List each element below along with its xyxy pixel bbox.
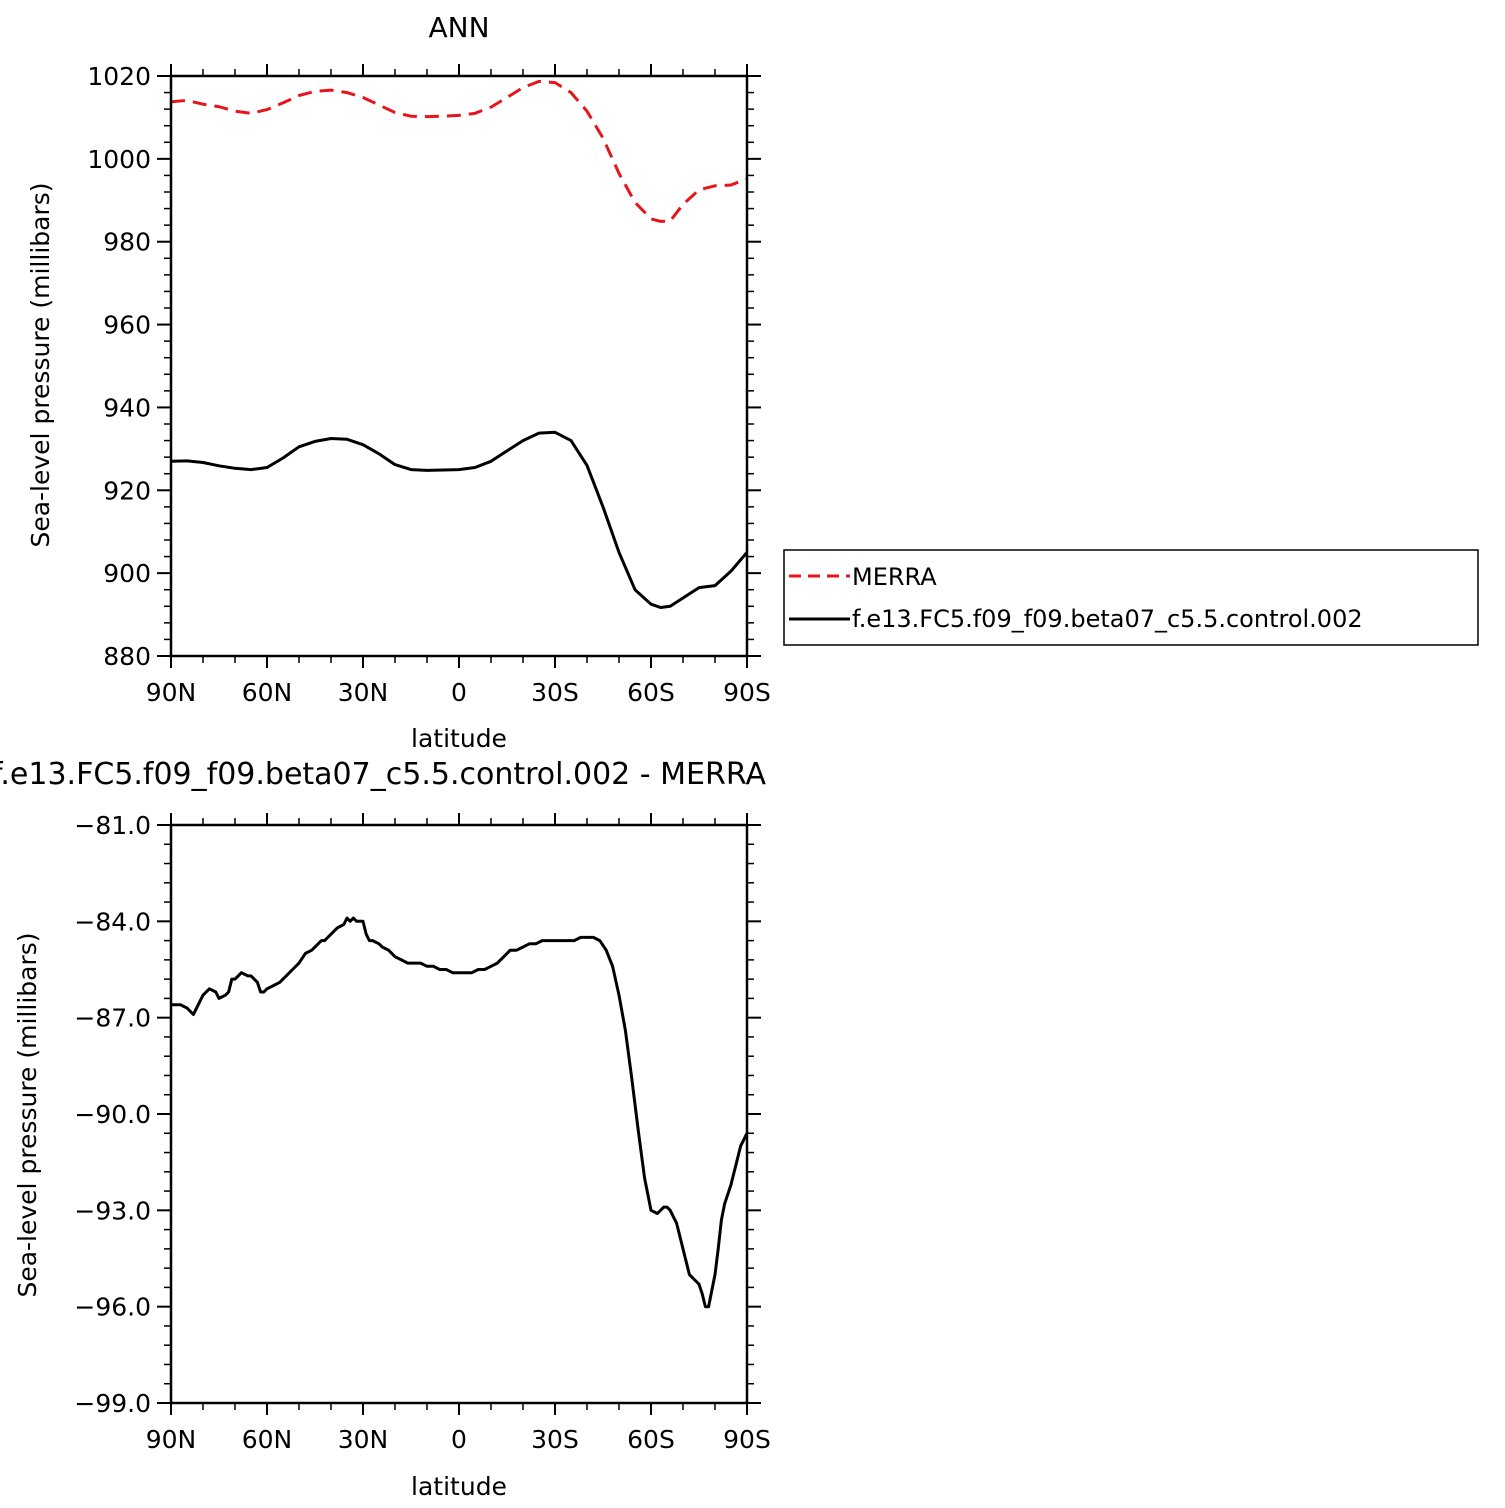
y-tick-label: −87.0 xyxy=(74,1004,151,1033)
x-tick-label: 60S xyxy=(627,1425,675,1454)
top-panel-x-axis-label: latitude xyxy=(411,724,507,753)
y-tick-label: −84.0 xyxy=(74,907,151,936)
bottom-panel-y-axis-label: Sea-level pressure (millibars) xyxy=(13,932,42,1297)
top-panel-title: ANN xyxy=(428,11,489,44)
y-tick-label: 900 xyxy=(103,559,151,588)
y-tick-label: 940 xyxy=(103,393,151,422)
x-tick-label: 60N xyxy=(242,1425,293,1454)
y-tick-label: −90.0 xyxy=(74,1100,151,1129)
series-line-1 xyxy=(170,430,749,609)
y-tick-label: −99.0 xyxy=(74,1389,151,1418)
legend-label-model: f.e13.FC5.f09_f09.beta07_c5.5.control.00… xyxy=(852,605,1363,633)
legend-label-merra: MERRA xyxy=(852,563,937,591)
x-tick-label: 60N xyxy=(242,678,293,707)
y-tick-label: −96.0 xyxy=(74,1293,151,1322)
y-tick-label: 1020 xyxy=(87,62,151,91)
series-line-0 xyxy=(170,79,748,223)
x-tick-label: 30N xyxy=(338,1425,389,1454)
x-tick-label: 90S xyxy=(723,678,771,707)
x-tick-label: 60S xyxy=(627,678,675,707)
bottom-panel-x-axis-label: latitude xyxy=(411,1472,507,1501)
y-tick-label: 880 xyxy=(103,642,151,671)
bottom-panel-title: f.e13.FC5.f09_f09.beta07_c5.5.control.00… xyxy=(0,757,766,792)
x-tick-label: 0 xyxy=(451,678,467,707)
top-panel-ticks: 90N 60N 30N 0 30S 60S 90S 880 900 920 940 960 980 100… xyxy=(87,62,770,707)
series-line-0 xyxy=(171,916,749,1309)
legend-box xyxy=(783,549,1479,646)
y-tick-label: 960 xyxy=(103,311,151,340)
top-panel-plot-frame xyxy=(169,74,749,658)
top-panel-series xyxy=(170,79,749,609)
y-tick-label: 980 xyxy=(103,228,151,257)
x-tick-label: 90N xyxy=(146,1425,197,1454)
x-tick-label: 90S xyxy=(723,1425,771,1454)
y-tick-label: 1000 xyxy=(87,145,151,174)
x-tick-label: 30S xyxy=(531,678,579,707)
top-panel-y-axis-label: Sea-level pressure (millibars) xyxy=(26,182,55,547)
x-tick-label: 90N xyxy=(146,678,197,707)
bottom-panel-series xyxy=(171,916,749,1309)
y-tick-label: −81.0 xyxy=(74,811,151,840)
bottom-panel-ticks: 90N 60N 30N 0 30S 60S 90S −99.0 −96.0 −93.0 −90.0 −… xyxy=(74,811,770,1454)
x-tick-label: 0 xyxy=(451,1425,467,1454)
x-tick-label: 30N xyxy=(338,678,389,707)
bottom-panel-plot-frame xyxy=(169,823,749,1405)
x-tick-label: 30S xyxy=(531,1425,579,1454)
top-panel: ANN Sea-level pressure (millibars) latit… xyxy=(26,11,771,753)
legend: MERRA f.e13.FC5.f09_f09.beta07_c5.5.cont… xyxy=(783,549,1479,646)
y-tick-label: −93.0 xyxy=(74,1196,151,1225)
bottom-panel: f.e13.FC5.f09_f09.beta07_c5.5.control.00… xyxy=(0,757,771,1501)
y-tick-label: 920 xyxy=(103,476,151,505)
